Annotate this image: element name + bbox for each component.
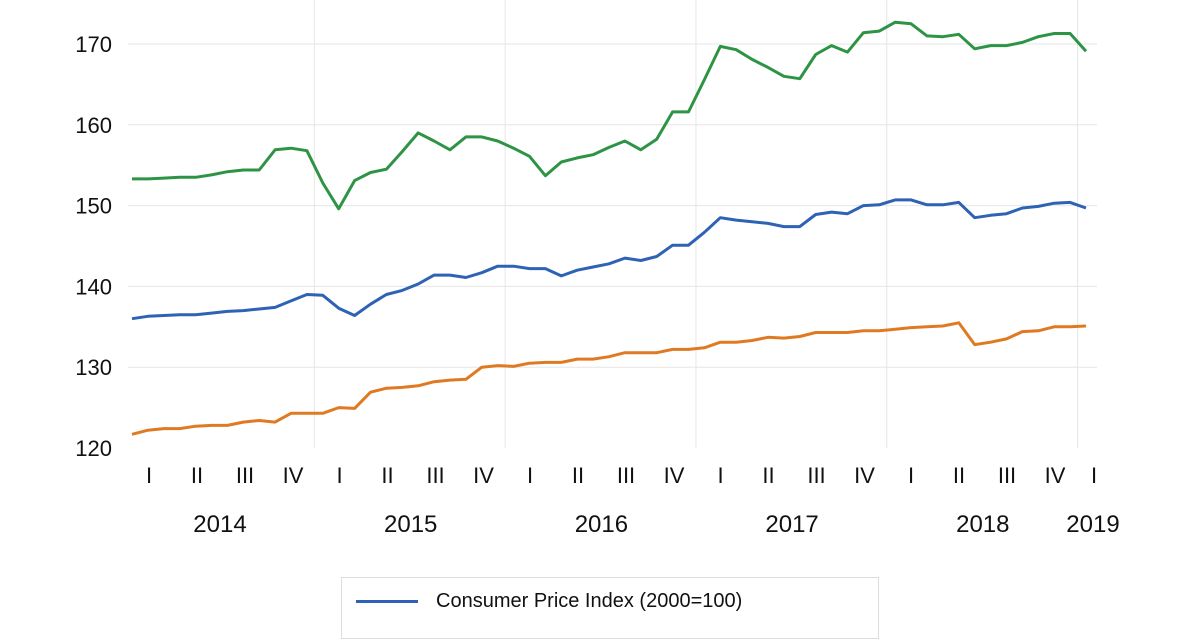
x-quarter-label: IV [283,463,304,488]
x-quarter-label: I [336,463,342,488]
legend-swatch [356,600,418,603]
x-quarter-label: II [572,463,584,488]
x-quarter-label: IV [1045,463,1066,488]
x-quarter-label: II [191,463,203,488]
x-quarter-label: III [617,463,635,488]
x-quarter-label: IV [664,463,685,488]
series-line-0 [132,20,1088,211]
x-quarter-label: III [807,463,825,488]
x-year-label: 2015 [384,511,437,538]
y-tick-label: 170 [75,32,112,57]
y-tick-label: 160 [75,113,112,138]
x-year-label: 2018 [956,511,1009,538]
x-quarter-label: I [908,463,914,488]
x-year-label: 2016 [575,511,628,538]
legend-item-cpi: Consumer Price Index (2000=100) [356,590,742,613]
x-year-label: 2014 [193,511,246,538]
x-quarter-label: II [762,463,774,488]
x-quarter-label: III [998,463,1016,488]
x-quarter-label: III [236,463,254,488]
series-line-1 [131,198,1087,321]
legend-label: Consumer Price Index (2000=100) [436,590,743,612]
y-tick-label: 130 [75,355,112,380]
series-line-2 [131,321,1087,436]
x-quarter-label: II [381,463,393,488]
x-quarter-label: I [527,463,533,488]
x-quarter-label: I [717,463,723,488]
x-year-label: 2017 [765,511,818,538]
x-quarter-label: I [1091,463,1097,488]
x-quarter-label: IV [473,463,494,488]
x-year-label: 2019 [1066,511,1119,538]
x-quarter-label: III [426,463,444,488]
y-tick-label: 140 [75,274,112,299]
x-quarter-label: IV [854,463,875,488]
y-tick-label: 150 [75,194,112,219]
y-tick-label: 120 [75,436,112,461]
x-quarter-label: II [953,463,965,488]
x-quarter-label: I [146,463,152,488]
